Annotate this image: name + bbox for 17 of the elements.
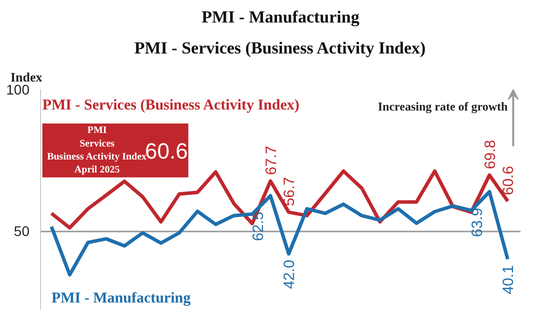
text: PMI - Services (Business Activity Index) xyxy=(42,98,300,114)
y-axis-title: Index xyxy=(10,70,43,84)
chart-title: PMI - Manufacturing xyxy=(202,8,360,26)
annotation: 60.6 xyxy=(145,138,188,164)
series-label: PMI - Manufacturing xyxy=(51,290,192,306)
chart-subtitle: PMI - Services (Business Activity Index) xyxy=(134,38,426,58)
data-label: 40.1 xyxy=(500,265,518,294)
y-tick-label: 100 xyxy=(6,82,30,98)
annotation: Increasing rate of growth xyxy=(378,100,508,114)
data-label: 42.0 xyxy=(281,260,298,290)
data-label: 62.5 xyxy=(250,212,267,241)
data-label: 67.7 xyxy=(262,146,280,176)
data-label: 63.9 xyxy=(468,208,486,237)
y-tick-label: 50 xyxy=(14,223,30,240)
annotation: PMI Services Business Activity Index April 2025 xyxy=(47,125,147,176)
data-label: 60.6 xyxy=(500,166,518,196)
data-label: 69.8 xyxy=(482,140,499,170)
